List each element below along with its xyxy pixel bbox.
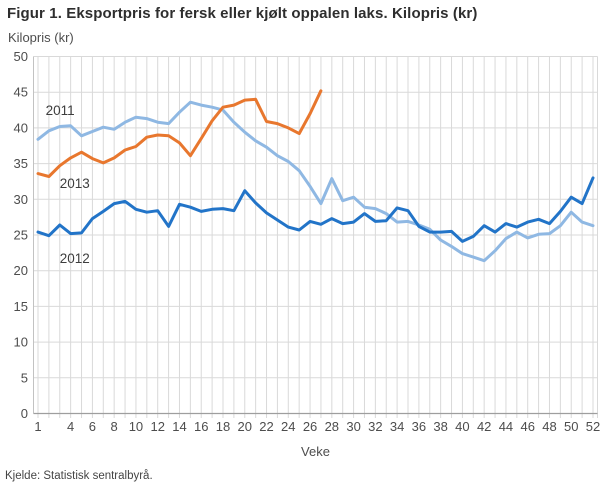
y-tick-label: 40 (14, 120, 28, 135)
x-tick-label: 18 (216, 419, 230, 434)
x-tick-label: 34 (390, 419, 404, 434)
x-tick-label: 4 (67, 419, 74, 434)
x-tick-label: 20 (238, 419, 252, 434)
x-tick-label: 52 (586, 419, 600, 434)
source-credit: Kjelde: Statistisk sentralbyrå. (5, 470, 153, 482)
y-tick-label: 5 (21, 370, 28, 385)
x-tick-label: 26 (303, 419, 317, 434)
y-tick-label: 25 (14, 228, 28, 243)
series-inline-label-2011: 2011 (46, 103, 75, 118)
y-tick-label: 15 (14, 299, 28, 314)
series-inline-label-2013: 2013 (60, 176, 90, 191)
x-tick-label: 6 (89, 419, 96, 434)
series-line-2011 (36, 100, 595, 263)
x-tick-label: 46 (520, 419, 534, 434)
x-tick-label: 22 (259, 419, 273, 434)
x-tick-label: 32 (368, 419, 382, 434)
x-tick-label: 12 (150, 419, 164, 434)
series-line-2013 (36, 89, 323, 178)
x-tick-label: 44 (499, 419, 513, 434)
x-tick-label: 16 (194, 419, 208, 434)
x-tick-label: 48 (542, 419, 556, 434)
x-tick-label: 40 (455, 419, 469, 434)
x-tick-label: 42 (477, 419, 491, 434)
y-tick-label: 50 (14, 49, 28, 64)
x-tick-label: 8 (111, 419, 118, 434)
y-tick-label: 20 (14, 263, 28, 278)
series-inline-label-2012: 2012 (60, 251, 90, 266)
x-tick-label: 28 (325, 419, 339, 434)
figure-title: Figur 1. Eksportpris for fersk eller kjø… (7, 5, 478, 22)
x-tick-label: 36 (412, 419, 426, 434)
x-tick-label: 10 (129, 419, 143, 434)
y-tick-label: 45 (14, 85, 28, 100)
x-tick-label: 1 (34, 419, 41, 434)
y-tick-label: 0 (21, 406, 28, 421)
y-tick-label: 35 (14, 156, 28, 171)
series-line-2012 (36, 176, 595, 243)
x-tick-label: 24 (281, 419, 295, 434)
x-tick-label: 30 (346, 419, 360, 434)
x-axis-title: Veke (301, 444, 330, 459)
x-tick-label: 50 (564, 419, 578, 434)
y-tick-label: 30 (14, 192, 28, 207)
x-tick-label: 14 (172, 419, 186, 434)
y-tick-label: 10 (14, 335, 28, 350)
y-axis-unit-label: Kilopris (kr) (8, 30, 74, 45)
x-tick-label: 38 (433, 419, 447, 434)
